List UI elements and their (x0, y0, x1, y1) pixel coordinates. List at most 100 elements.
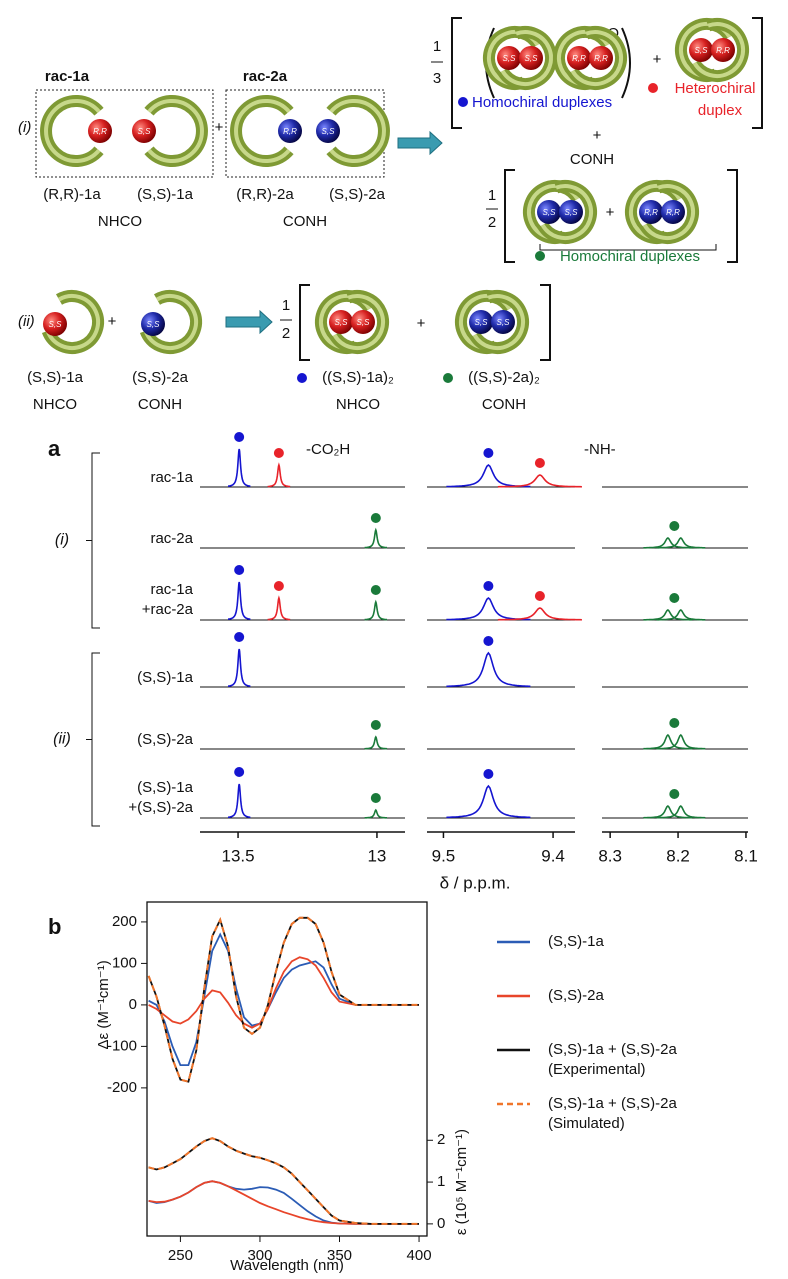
peak-marker (234, 432, 245, 442)
duplex-label: duplex (698, 102, 743, 119)
sphere-label: S,S (147, 320, 161, 329)
sphere (329, 310, 353, 334)
legend-label: (S,S)-1a (548, 933, 605, 950)
sphere-label: S,S (138, 127, 152, 136)
legend-dot (648, 83, 658, 93)
plot-frame (146, 901, 428, 1237)
linkage-label: CONH (482, 396, 526, 413)
peak-marker (273, 581, 284, 591)
arrow (397, 130, 443, 156)
macrocycle-highlight (692, 22, 746, 78)
sphere (661, 200, 685, 224)
fraction-denominator: 2 (488, 214, 496, 231)
peak (497, 607, 582, 621)
fraction-denominator: 3 (433, 70, 441, 87)
sphere (639, 200, 663, 224)
sphere (519, 46, 543, 70)
peak-marker (370, 513, 381, 523)
fraction-denominator: 2 (282, 325, 290, 342)
sphere-label: R,R (644, 208, 658, 217)
sphere (497, 46, 521, 70)
part-label: (i) (18, 119, 31, 136)
scheme: (i) rac-1a rac-2a (R,R)-1a (S,S)-1a (R,R… (18, 17, 763, 413)
y-tick-label: 0 (129, 996, 137, 1013)
sphere-label: R,R (716, 46, 730, 55)
peak (364, 735, 388, 750)
sphere (589, 46, 613, 70)
dotted-box (35, 89, 214, 178)
compound-label: (R,R)-1a (43, 186, 101, 203)
sphere-label: S,S (357, 318, 371, 327)
x-tick-label: 350 (327, 1247, 352, 1264)
row-label: rac-1a (150, 581, 193, 598)
sphere (491, 310, 515, 334)
sphere (537, 200, 561, 224)
macrocycle-highlight (540, 184, 594, 240)
peak (497, 474, 582, 488)
plus: + (606, 204, 615, 221)
compound-label: (R,R)-2a (236, 186, 294, 203)
underbrace (539, 244, 717, 251)
linkage-label: NHCO (33, 396, 77, 413)
y-tick-label: 200 (112, 913, 137, 930)
sphere (469, 310, 493, 334)
sphere-label: S,S (565, 208, 579, 217)
group-bracket (86, 652, 100, 827)
compound-label: (S,S)-2a (329, 186, 386, 203)
peak (228, 648, 251, 687)
series-line (148, 1180, 419, 1225)
y2-tick-label: 2 (437, 1131, 445, 1148)
peak-marker (483, 581, 494, 591)
duplex-label: Homochiral duplexes (472, 94, 612, 111)
compound-label: (S,S)-1a (137, 186, 194, 203)
part-label: (ii) (18, 313, 35, 330)
sphere-label: S,S (543, 208, 557, 217)
peak (643, 733, 693, 750)
x-axis-label: δ / p.p.m. (440, 873, 511, 892)
sphere (88, 119, 112, 143)
sphere (559, 200, 583, 224)
y-tick-label: -100 (107, 1037, 137, 1054)
peak-marker (370, 585, 381, 595)
peak (364, 527, 387, 549)
sphere-label: S,S (49, 320, 63, 329)
legend-dot (458, 97, 468, 107)
sphere (711, 38, 735, 62)
peak (364, 808, 387, 819)
sphere-label: S,S (322, 127, 336, 136)
compound-label: ((S,S)-2a)₂ (468, 369, 540, 386)
macrocycle-highlight (500, 30, 554, 86)
peak-marker (669, 718, 680, 728)
peak-marker (370, 793, 381, 803)
x-tick-label: 13 (367, 846, 386, 865)
peak (267, 462, 291, 488)
plus: + (215, 119, 224, 136)
row-label: (S,S)-1a (137, 669, 194, 686)
fraction-numerator: 1 (282, 297, 290, 314)
peak-marker (370, 720, 381, 730)
peak-marker (273, 448, 284, 458)
cd-panel: b 250 300 350 400 -200 -100 0 100 200 0 1 2 Wavelengt… (48, 901, 677, 1274)
sphere-label: S,S (335, 318, 349, 327)
macrocycle-highlight (45, 294, 101, 350)
legend-label: (S,S)-1a + (S,S)-2a (548, 1095, 677, 1112)
plus: + (417, 315, 426, 332)
peak-marker (234, 632, 245, 642)
peak (446, 463, 531, 488)
y-axis-label: Δε (M⁻¹cm⁻¹) (95, 960, 112, 1049)
sphere-label: R,R (93, 127, 107, 136)
peak-marker (483, 769, 494, 779)
x-axis-label: Wavelength (nm) (230, 1257, 344, 1274)
row-label: rac-2a (150, 530, 193, 547)
series-line (148, 956, 419, 1029)
peak-marker (234, 767, 245, 777)
fraction-numerator: 1 (433, 38, 441, 55)
sphere (43, 312, 67, 336)
legend-label: (S,S)-1a + (S,S)-2a (548, 1041, 677, 1058)
legend-dot (443, 373, 453, 383)
peak (656, 804, 706, 819)
macrocycle-highlight (147, 99, 204, 163)
y2-tick-label: 1 (437, 1173, 445, 1190)
x-tick-label: 9.4 (541, 846, 565, 865)
